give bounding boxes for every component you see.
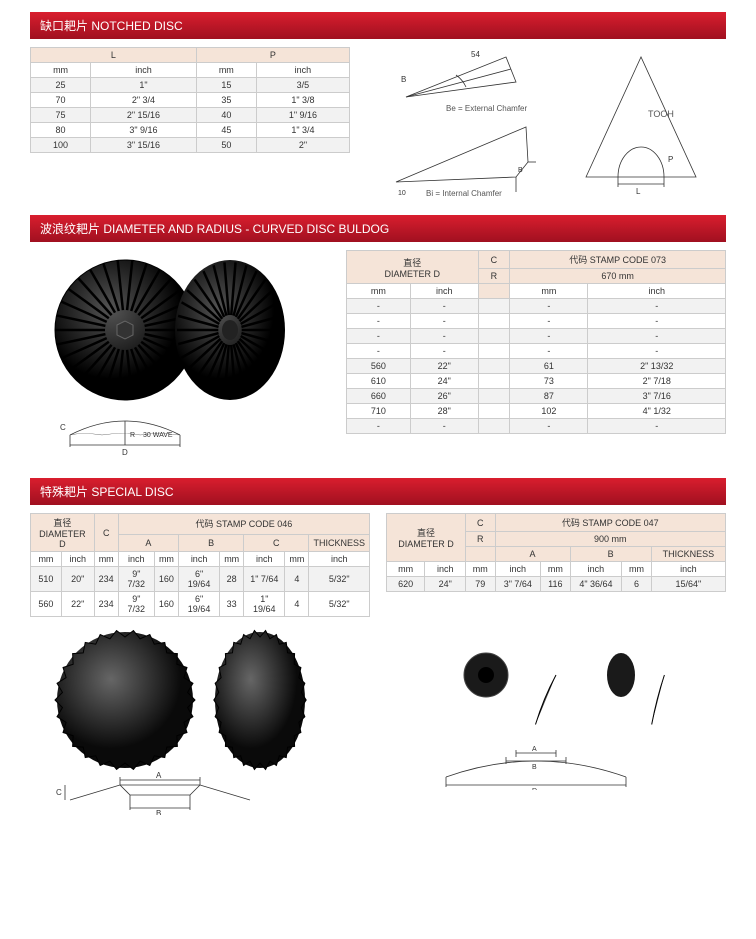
- table-row: 56022"2349" 7/321606" 19/64331" 19/6445/…: [31, 592, 370, 617]
- table-row: 66026"873" 7/16: [347, 389, 726, 404]
- sub-mm: mm: [31, 63, 91, 78]
- section-title-notched: 缺口耙片 NOTCHED DISC: [30, 12, 726, 39]
- section-title-curved: 波浪纹耙片 DIAMETER AND RADIUS - CURVED DISC …: [30, 215, 726, 242]
- table-row: 56022"612" 13/32: [347, 359, 726, 374]
- svg-text:B: B: [532, 764, 537, 771]
- code-cn: 代码: [569, 255, 587, 265]
- svg-text:R: R: [130, 432, 135, 439]
- be-label: Be = External Chamfer: [446, 104, 527, 113]
- section-notched: 缺口耙片 NOTCHED DISC L P mm inch mm inch: [30, 12, 726, 197]
- sub-inch: inch: [91, 63, 197, 78]
- table-row: 1003" 15/16502": [31, 138, 350, 153]
- special-right-diagram: A B D: [386, 600, 726, 790]
- svg-text:B: B: [156, 809, 161, 815]
- table-row: 51020"2349" 7/321606" 19/64281" 7/6445/3…: [31, 567, 370, 592]
- table-row: 702" 3/4351" 3/8: [31, 93, 350, 108]
- svg-text:D: D: [532, 788, 537, 790]
- table-row: ----: [347, 419, 726, 434]
- table-row: ----: [347, 314, 726, 329]
- svg-text:C: C: [60, 423, 66, 432]
- code-val: 670 mm: [510, 269, 726, 284]
- svg-text:10: 10: [398, 190, 406, 197]
- chamfer-diagram: 54 B Be = External Chamfer B 10 Bi = Int…: [366, 47, 726, 197]
- sub-mm: mm: [196, 63, 256, 78]
- table-row: ----: [347, 344, 726, 359]
- svg-text:B: B: [518, 167, 523, 174]
- sub-inch: inch: [256, 63, 349, 78]
- special-left-diagram: A B C: [30, 625, 370, 815]
- diameter-cn: 直径: [351, 256, 474, 269]
- section-title-special: 特殊耙片 SPECIAL DISC: [30, 478, 726, 505]
- col-P: P: [196, 48, 349, 63]
- section-curved: 波浪纹耙片 DIAMETER AND RADIUS - CURVED DISC …: [30, 215, 726, 460]
- svg-text:A: A: [532, 746, 537, 753]
- table-row: ----: [347, 329, 726, 344]
- col-r: R: [478, 269, 510, 284]
- svg-text:C: C: [56, 788, 62, 797]
- code-en: STAMP CODE 073: [590, 255, 666, 265]
- table-row: 752" 15/16401" 9/16: [31, 108, 350, 123]
- svg-text:54: 54: [471, 50, 480, 59]
- svg-text:B: B: [401, 75, 406, 84]
- svg-text:A: A: [156, 771, 162, 780]
- bi-label: Bi = Internal Chamfer: [426, 189, 502, 197]
- diameter-en: DIAMETER D: [351, 269, 474, 279]
- svg-text:D: D: [122, 448, 128, 457]
- curved-table: 直径 DIAMETER D C 代码 STAMP CODE 073 R 670 …: [346, 250, 726, 434]
- notched-table: L P mm inch mm inch 251"153/5702" 3/4351…: [30, 47, 350, 153]
- special-left-table: 直径DIAMETER D C 代码 STAMP CODE 046 A B C T…: [30, 513, 370, 617]
- col-c: C: [478, 251, 510, 269]
- table-row: 62024"793" 7/641164" 36/64615/64": [387, 577, 726, 592]
- svg-text:P: P: [668, 155, 673, 164]
- table-row: ----: [347, 299, 726, 314]
- table-row: 251"153/5: [31, 78, 350, 93]
- table-row: 61024"732" 7/18: [347, 374, 726, 389]
- tooh-label: TOOH: [648, 109, 674, 119]
- section-special: 特殊耙片 SPECIAL DISC 直径DIAMETER D C 代码 STAM…: [30, 478, 726, 815]
- table-row: 71028"1024" 1/32: [347, 404, 726, 419]
- col-L: L: [31, 48, 197, 63]
- special-right-table: 直径DIAMETER D C 代码 STAMP CODE 047 R 900 m…: [386, 513, 726, 592]
- table-row: 803" 9/16451" 3/4: [31, 123, 350, 138]
- svg-text:30 WAVE: 30 WAVE: [143, 432, 173, 439]
- svg-text:L: L: [636, 187, 641, 196]
- curved-disc-diagram: C R 30 WAVE D: [30, 250, 330, 460]
